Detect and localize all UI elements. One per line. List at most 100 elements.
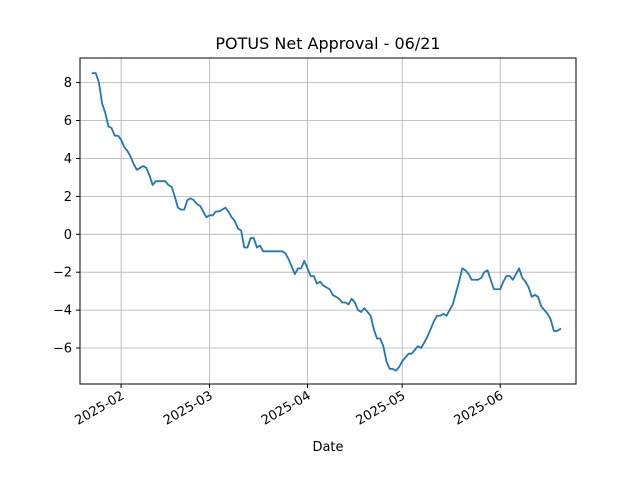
y-tick-label: −4: [53, 304, 72, 319]
data-point: [313, 275, 315, 277]
data-point: [559, 328, 561, 330]
data-point: [237, 228, 239, 230]
data-point: [449, 309, 451, 311]
data-point: [550, 319, 552, 321]
data-point: [376, 338, 378, 340]
grid-lines: [80, 58, 576, 384]
data-point: [231, 216, 233, 218]
data-point: [259, 245, 261, 247]
data-point: [95, 72, 97, 74]
data-point: [531, 296, 533, 298]
data-point: [506, 275, 508, 277]
data-point: [221, 209, 223, 211]
data-point: [190, 197, 192, 199]
data-point: [158, 180, 160, 182]
data-point: [379, 338, 381, 340]
data-point: [326, 286, 328, 288]
data-point: [120, 139, 122, 141]
data-point: [553, 330, 555, 332]
data-point: [218, 211, 220, 213]
data-point: [297, 267, 299, 269]
data-point: [382, 345, 384, 347]
data-point: [247, 247, 249, 249]
data-point: [515, 273, 517, 275]
data-point: [294, 273, 296, 275]
data-point: [461, 267, 463, 269]
data-point: [411, 353, 413, 355]
data-point: [556, 330, 558, 332]
data-point: [436, 315, 438, 317]
data-point: [414, 349, 416, 351]
data-point: [540, 305, 542, 307]
data-point: [133, 163, 135, 165]
data-point: [164, 180, 166, 182]
data-point: [417, 345, 419, 347]
data-point: [149, 175, 151, 177]
data-point: [351, 298, 353, 300]
data-point: [534, 294, 536, 296]
data-point: [341, 302, 343, 304]
data-point: [92, 72, 94, 74]
data-point: [427, 336, 429, 338]
data-point: [199, 205, 201, 207]
plot-frame: [79, 57, 577, 385]
y-axis: −6 −4 −2 0 2 4 6 8: [53, 76, 80, 357]
data-point: [130, 156, 132, 158]
data-point: [389, 368, 391, 370]
data-point: [168, 184, 170, 186]
data-point: [401, 360, 403, 362]
data-point: [499, 288, 501, 290]
data-point: [139, 167, 141, 169]
data-point: [98, 82, 100, 84]
data-point: [370, 315, 372, 317]
data-point: [483, 271, 485, 273]
data-point: [240, 230, 242, 232]
data-point: [405, 357, 407, 359]
data-point: [544, 309, 546, 311]
data-point: [183, 209, 185, 211]
data-point: [300, 267, 302, 269]
data-point: [250, 237, 252, 239]
data-point: [278, 250, 280, 252]
data-point: [269, 250, 271, 252]
data-point: [307, 267, 309, 269]
data-point: [209, 214, 211, 216]
y-tick-label: −2: [53, 266, 72, 281]
data-point: [433, 321, 435, 323]
data-point: [234, 220, 236, 222]
data-point: [518, 267, 520, 269]
data-point: [123, 146, 125, 148]
data-point: [265, 250, 267, 252]
series-layer: [91, 72, 562, 372]
data-point: [363, 307, 365, 309]
data-point: [398, 366, 400, 368]
data-point: [180, 209, 182, 211]
data-point: [547, 313, 549, 315]
data-point: [471, 279, 473, 281]
data-point: [446, 315, 448, 317]
data-point: [228, 211, 230, 213]
data-point: [360, 311, 362, 313]
data-point: [196, 203, 198, 205]
data-point: [490, 279, 492, 281]
data-point: [281, 250, 283, 252]
data-point: [537, 296, 539, 298]
data-point: [480, 277, 482, 279]
data-point: [310, 275, 312, 277]
data-point: [215, 211, 217, 213]
data-point: [161, 180, 163, 182]
y-tick-label: 6: [64, 114, 72, 129]
data-point: [502, 281, 504, 283]
data-point: [171, 186, 173, 188]
x-axis-label: Date: [312, 440, 343, 455]
y-tick-label: 2: [64, 190, 72, 205]
data-point: [408, 353, 410, 355]
data-point: [205, 216, 207, 218]
data-point: [468, 273, 470, 275]
data-point: [487, 269, 489, 271]
data-point: [452, 304, 454, 306]
data-point: [117, 135, 119, 137]
data-point: [455, 292, 457, 294]
data-point: [177, 207, 179, 209]
data-point: [420, 347, 422, 349]
